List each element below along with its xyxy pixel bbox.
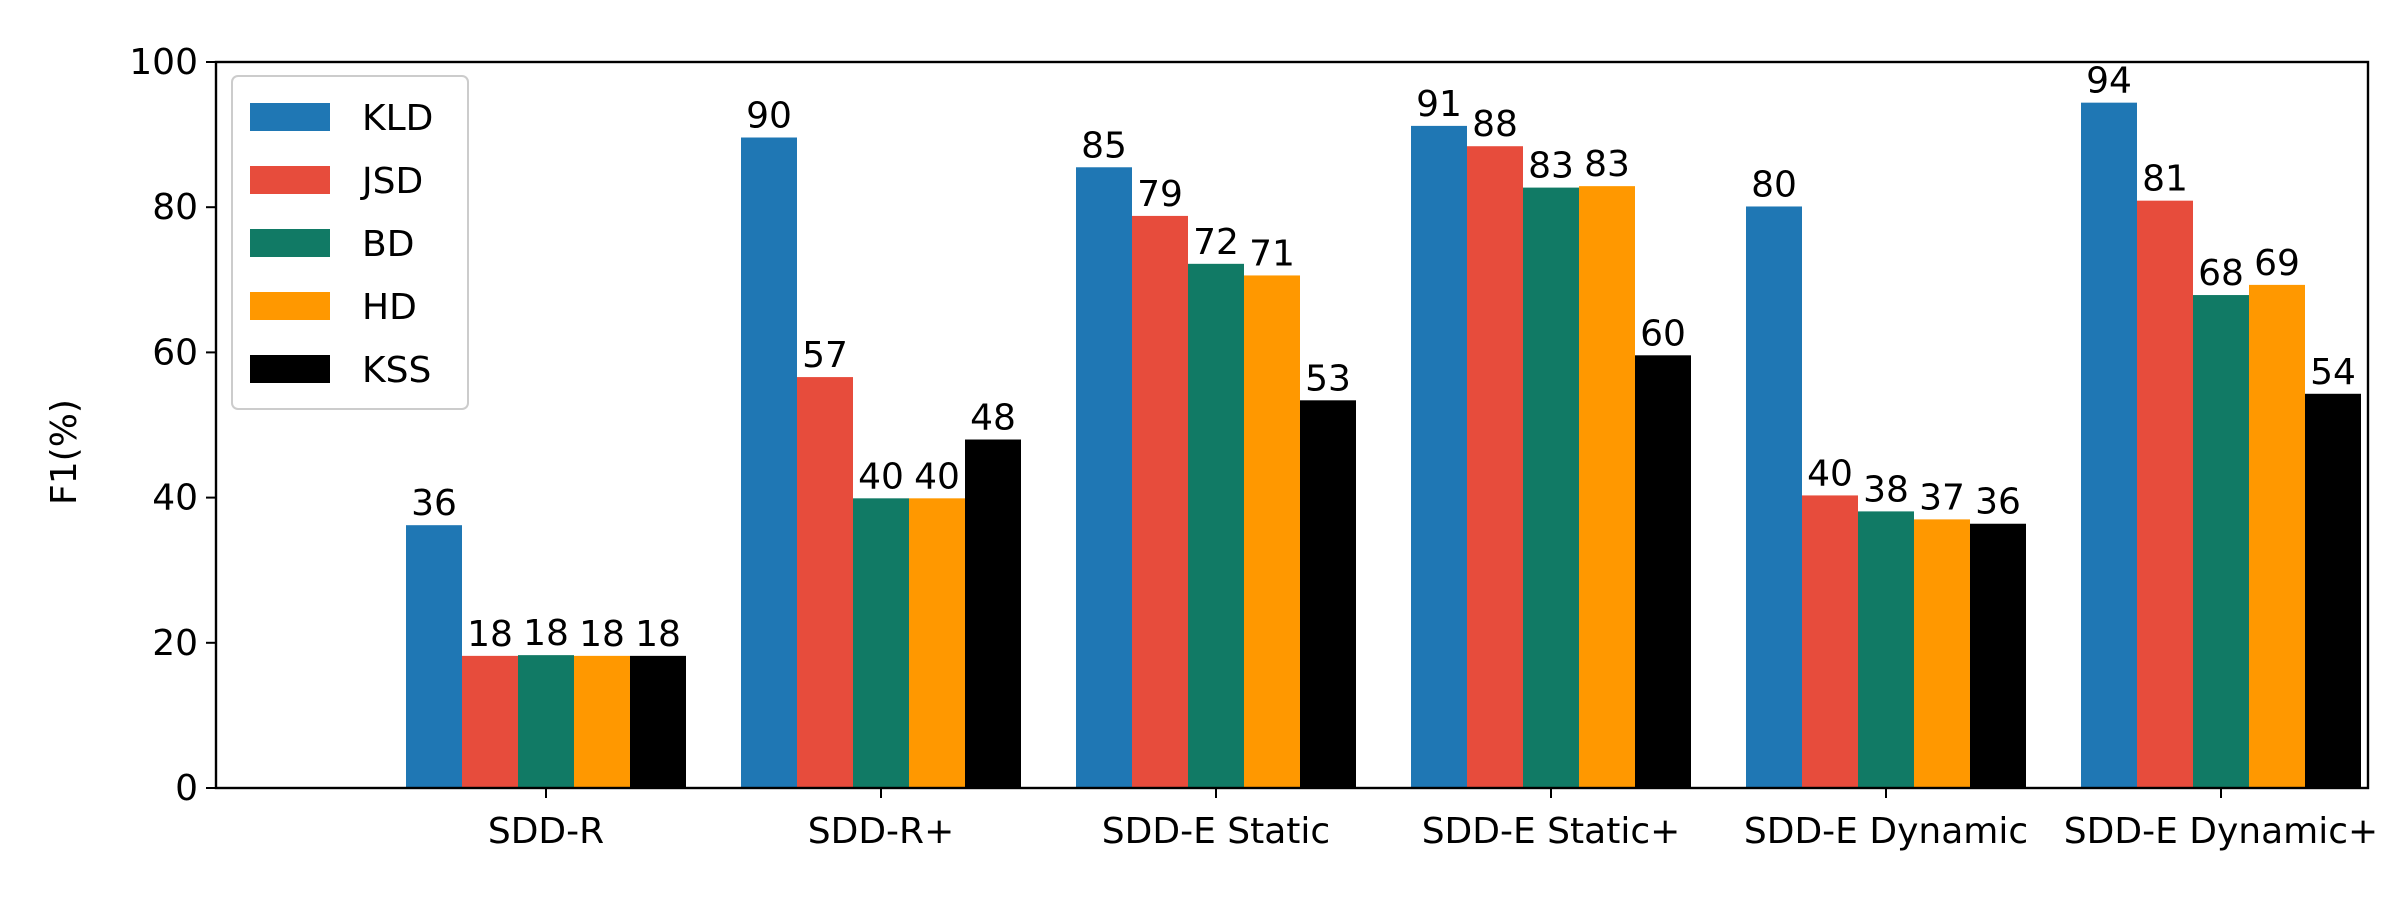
data-label: 83: [1528, 146, 1574, 187]
legend-label-kld: KLD: [362, 98, 433, 139]
data-label: 40: [1807, 453, 1853, 494]
bar-jsd: [1467, 146, 1523, 788]
bar-jsd: [462, 655, 518, 788]
data-label: 36: [411, 483, 457, 524]
x-tick-label: SDD-E Static: [1102, 811, 1330, 852]
data-label: 72: [1193, 222, 1239, 263]
bar-kld: [2081, 102, 2137, 788]
bar-kld: [1746, 206, 1802, 788]
data-label: 54: [2310, 352, 2356, 393]
data-label: 71: [1249, 233, 1295, 274]
y-tick-label: 80: [152, 187, 198, 228]
legend-swatch-hd: [250, 292, 330, 320]
bar-bd: [1858, 511, 1914, 788]
data-label: 57: [802, 335, 848, 376]
plot-frame: [214, 60, 2370, 790]
data-label: 88: [1472, 104, 1518, 145]
bar-kss: [965, 439, 1021, 788]
legend-label-hd: HD: [362, 287, 417, 328]
data-label: 18: [467, 614, 513, 655]
data-label: 48: [970, 398, 1016, 439]
bar-bd: [1188, 263, 1244, 788]
bar-jsd: [1802, 495, 1858, 788]
y-axis-ticks: 0 20 40 60 80 100: [129, 42, 216, 809]
bar-kss: [2305, 393, 2361, 788]
data-label: 80: [1751, 164, 1797, 205]
bar-jsd: [797, 377, 853, 788]
bar-kss: [1635, 355, 1691, 788]
bar-jsd: [2137, 200, 2193, 788]
data-label: 18: [523, 613, 569, 654]
bar-kss: [1970, 523, 2026, 788]
legend-swatch-jsd: [250, 166, 330, 194]
bar-bd: [853, 498, 909, 788]
y-axis-label: F1(%): [44, 399, 85, 505]
bar-kss: [630, 655, 686, 788]
bar-hd: [1244, 275, 1300, 789]
data-label: 36: [1975, 482, 2021, 523]
data-label: 81: [2142, 159, 2188, 200]
legend-box: [231, 75, 469, 410]
bar-bd: [2193, 295, 2249, 788]
legend-label-jsd: JSD: [360, 161, 423, 202]
y-tick-label: 100: [129, 42, 198, 83]
data-label: 53: [1305, 358, 1351, 399]
bar-jsd: [1132, 215, 1188, 789]
y-tick-label: 0: [175, 768, 198, 809]
bar-kld: [1411, 125, 1467, 788]
x-tick-label: SDD-E Dynamic+: [2064, 811, 2378, 852]
bar-hd: [2249, 284, 2305, 788]
x-tick-label: SDD-E Dynamic: [1744, 811, 2028, 852]
data-label: 94: [2086, 61, 2132, 102]
bar-kld: [406, 525, 462, 788]
x-tick-label: SDD-R: [488, 811, 604, 852]
y-tick-label: 40: [152, 478, 198, 519]
x-tick-label: SDD-R+: [808, 811, 954, 852]
data-label: 18: [635, 614, 681, 655]
bar-hd: [574, 655, 630, 788]
bar-bd: [1523, 187, 1579, 788]
data-label: 91: [1416, 84, 1462, 125]
legend-swatch-kss: [250, 355, 330, 383]
legend: KLD JSD BD HD KSS: [231, 75, 469, 410]
data-label: 79: [1137, 174, 1183, 215]
bar-kld: [741, 137, 797, 788]
y-tick-label: 20: [152, 623, 198, 664]
legend-swatch-bd: [250, 229, 330, 257]
data-label: 69: [2254, 243, 2300, 284]
data-label: 40: [914, 456, 960, 497]
x-axis-ticks: SDD-R SDD-R+ SDD-E Static SDD-E Static+ SDD-…: [488, 788, 2378, 852]
bar-hd: [909, 498, 965, 788]
x-tick-label: SDD-E Static+: [1422, 811, 1681, 852]
legend-label-bd: BD: [362, 224, 414, 265]
bar-kss: [1300, 400, 1356, 788]
data-label: 90: [746, 96, 792, 137]
data-label: 85: [1081, 125, 1127, 166]
bar-hd: [1914, 519, 1970, 788]
data-label: 38: [1863, 469, 1909, 510]
bar-bd: [518, 655, 574, 788]
data-label: 60: [1640, 313, 1686, 354]
data-label: 68: [2198, 253, 2244, 294]
y-tick-label: 60: [152, 332, 198, 373]
data-label: 18: [579, 614, 625, 655]
data-label: 37: [1919, 477, 1965, 518]
bar-hd: [1579, 186, 1635, 788]
bar-kld: [1076, 167, 1132, 788]
legend-swatch-kld: [250, 103, 330, 131]
legend-label-kss: KSS: [362, 350, 431, 391]
data-label: 40: [858, 456, 904, 497]
data-label: 83: [1584, 144, 1630, 185]
